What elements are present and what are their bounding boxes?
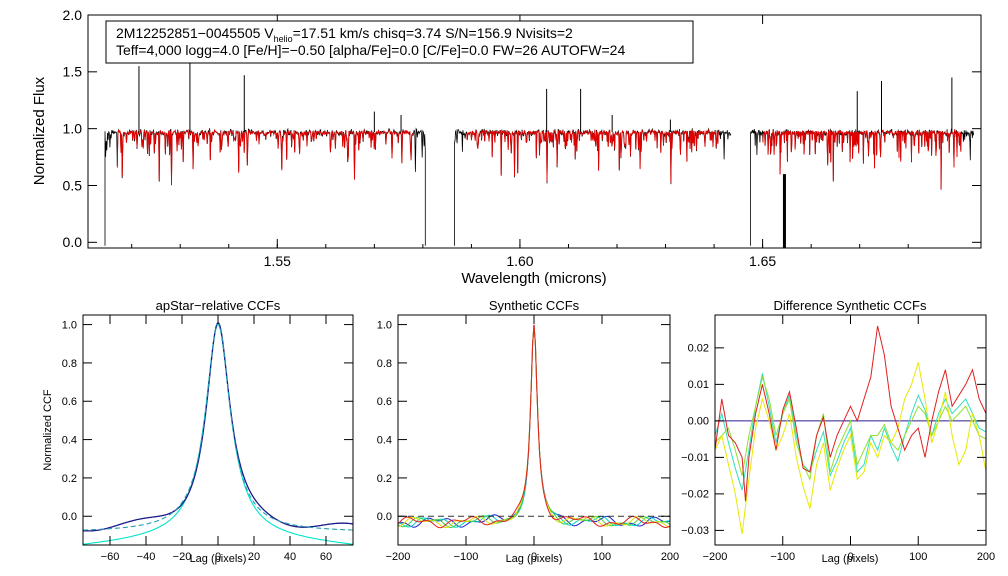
spectrum-xlabel: Wavelength (microns) (461, 270, 606, 287)
synthetic-spectrum-line (116, 128, 414, 186)
x-tick-label: −60 (101, 551, 120, 563)
apstar-ccf-panel: −60 −40 −20 0 20 40 60 0.0 0.2 0.4 0.6 0.8 1.0 apSta… (42, 298, 354, 565)
y-tick-label: 0.6 (62, 396, 77, 408)
x-tick-label: −100 (770, 551, 795, 563)
synthetic-ccf-panel: −200 −100 0 100 200 0.0 0.2 0.4 0.6 0.8 1.0 Synthe… (377, 298, 679, 565)
y-tick-label: 1.0 (62, 319, 77, 331)
difference-ccf-yellow (714, 362, 987, 535)
synthetic-frame (397, 314, 671, 546)
y-tick-label: 0.02 (688, 343, 709, 355)
x-tick-label: 100 (593, 551, 611, 563)
difference-ticks: −200 −100 0 100 200 −0.03 −0.02 −0.01 0.00 0.01 0.… (681, 315, 995, 563)
apstar-frame (82, 314, 354, 546)
difference-ccf-cyan (714, 373, 987, 491)
x-tick-label: 0 (847, 551, 853, 563)
synthetic-data-layer (397, 324, 671, 529)
x-tick-label: 1.60 (506, 253, 533, 269)
bad-pixel-column (782, 174, 786, 248)
y-tick-label: 1.0 (63, 121, 83, 137)
y-tick-label: 2.0 (63, 7, 83, 23)
synthetic-ccf-yellow (397, 324, 671, 529)
x-tick-label: 200 (661, 551, 679, 563)
synthetic-spectrum-line (466, 128, 719, 183)
apstar-ticks: −60 −40 −20 0 20 40 60 0.0 0.2 0.4 0.6 0.8 1.0 (62, 315, 353, 563)
apstar-title: apStar−relative CCFs (156, 298, 281, 313)
spectrum-frame (87, 14, 982, 249)
synthetic-xlabel: Lag (pixels) (506, 553, 563, 565)
y-tick-label: 0.4 (377, 434, 392, 446)
y-tick-label: 0.4 (62, 434, 77, 446)
x-tick-label: −20 (173, 551, 192, 563)
y-tick-label: 0.8 (62, 358, 77, 370)
x-tick-label: −40 (137, 551, 156, 563)
x-tick-label: −200 (703, 551, 728, 563)
difference-ccf-green (714, 375, 987, 482)
synthetic-spectrum-line (762, 129, 962, 190)
annotation-line-2: Teff=4,000 logg=4.0 [Fe/H]=−0.50 [alpha/… (116, 42, 625, 58)
x-tick-label: 1.65 (749, 253, 776, 269)
difference-ccf-red (714, 325, 987, 502)
y-tick-label: 0.0 (377, 511, 392, 523)
x-tick-label: 0 (215, 551, 221, 563)
annotation-box (105, 20, 694, 64)
y-tick-label: 0.0 (62, 511, 77, 523)
y-tick-label: 0.01 (688, 379, 709, 391)
difference-ccf-panel: −200 −100 0 100 200 −0.03 −0.02 −0.01 0.00 0.01 0.… (681, 298, 995, 565)
x-tick-label: −100 (454, 551, 479, 563)
synthetic-ccf-blue (397, 324, 671, 528)
synthetic-ccf-cyan (397, 324, 671, 528)
synthetic-ccf-green (397, 324, 671, 529)
y-tick-label: 0.2 (377, 473, 392, 485)
difference-xlabel: Lag (pixels) (822, 553, 879, 565)
spectrum-ticks: 1.55 1.60 1.65 0.0 0.5 1.0 1.5 2.0 (63, 7, 981, 269)
apstar-ylabel: Normalized CCF (42, 389, 54, 471)
x-tick-label: 20 (248, 551, 260, 563)
difference-title: Difference Synthetic CCFs (774, 298, 927, 313)
annotation-line-1: 2M12252851−0045505 Vhelio=17.51 km/s chi… (116, 25, 573, 44)
annotation-star-id: 2M12252851−0045505 V (116, 25, 274, 41)
x-tick-label: −200 (386, 551, 411, 563)
y-tick-label: 0.8 (377, 358, 392, 370)
x-tick-label: 100 (909, 551, 927, 563)
y-tick-label: −0.01 (681, 452, 709, 464)
annotation-stats: =17.51 km/s chisq=3.74 S/N=156.9 Nvisits… (293, 25, 573, 41)
apstar-data-layer (82, 321, 354, 545)
x-tick-label: 200 (977, 551, 995, 563)
synthetic-title: Synthetic CCFs (489, 298, 580, 313)
x-tick-label: 1.55 (264, 253, 291, 269)
ccf-line-combined (82, 322, 354, 531)
difference-data-layer (714, 325, 987, 535)
x-tick-label: 0 (531, 551, 537, 563)
annotation-subscript: helio (274, 34, 293, 44)
ccf-line-visit-1 (82, 323, 354, 545)
y-tick-label: 0.6 (377, 396, 392, 408)
x-tick-label: 60 (320, 551, 332, 563)
observed-spectrum-line (104, 127, 426, 246)
y-tick-label: 0.00 (688, 416, 709, 428)
synthetic-ccf-red (397, 324, 671, 529)
apstar-xlabel: Lag (pixels) (190, 553, 247, 565)
y-tick-label: −0.02 (681, 489, 709, 501)
ccf-line-visit-2 (82, 321, 354, 532)
spectrum-data-layer (104, 28, 975, 248)
y-tick-label: 0.0 (63, 234, 83, 250)
spectrum-ylabel: Normalized Flux (31, 76, 48, 185)
y-tick-label: −0.03 (681, 525, 709, 537)
y-tick-label: 0.5 (63, 177, 83, 193)
y-tick-label: 0.2 (62, 473, 77, 485)
synthetic-ticks: −200 −100 0 100 200 0.0 0.2 0.4 0.6 0.8 1.0 (377, 315, 679, 563)
y-tick-label: 1.5 (63, 64, 83, 80)
x-tick-label: 40 (284, 551, 296, 563)
spectrum-panel: 1.55 1.60 1.65 0.0 0.5 1.0 1.5 2.0 Wavelength (… (31, 7, 982, 287)
y-tick-label: 1.0 (377, 319, 392, 331)
